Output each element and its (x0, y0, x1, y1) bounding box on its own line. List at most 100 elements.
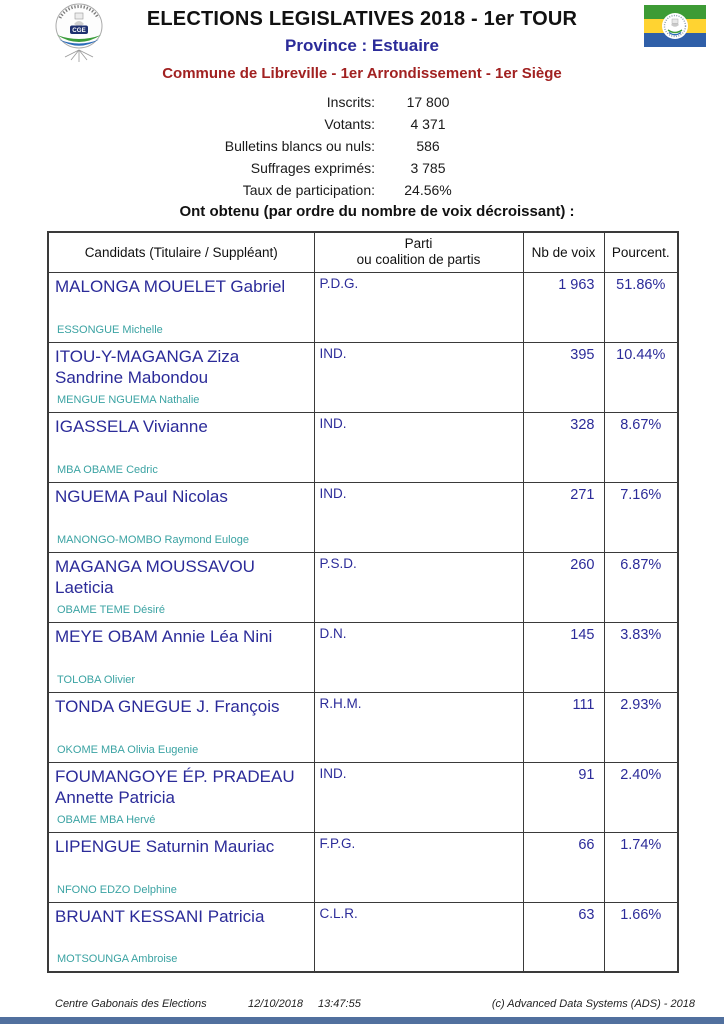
suppleant-name: MOTSOUNGA Ambroise (57, 953, 178, 965)
cge-monogram-text: CGE (72, 27, 85, 34)
party-cell: IND. (313, 341, 524, 413)
footer-date: 12/10/2018 (248, 998, 304, 1010)
votes-cell: 395 (522, 341, 605, 413)
percent-cell: 3.83% (603, 621, 679, 693)
candidate-cell: FOUMANGOYE ÉP. PRADEAU Annette Patricia … (47, 761, 315, 833)
page-title: ELECTIONS LEGISLATIVES 2018 - 1er TOUR (146, 8, 578, 30)
suppleant-name: OKOME MBA Olivia Eugenie (57, 743, 199, 756)
percent-cell: 6.87% (603, 551, 679, 623)
col-header-party-line1: Parti (404, 236, 433, 252)
results-table: Candidats (Titulaire / Suppléant) Parti … (47, 231, 679, 973)
titulaire-name: BRUANT KESSANI Patricia (55, 906, 265, 926)
percent-cell: 10.44% (603, 341, 679, 413)
suppleant-name: OBAME MBA Hervé (57, 813, 156, 826)
col-header-party-line2: ou coalition de partis (356, 252, 481, 268)
footer-organization: Centre Gabonais des Elections (55, 998, 207, 1010)
votes-cell: 91 (522, 761, 605, 833)
stat-row-participation: Taux de participation: 24.56% (45, 179, 481, 201)
col-header-votes: Nb de voix (522, 231, 605, 273)
stat-label: Suffrages exprimés: (250, 160, 375, 176)
candidate-cell: TONDA GNEGUE J. François OKOME MBA Olivi… (47, 691, 315, 763)
party-cell: C.L.R. (313, 901, 524, 973)
table-row: ITOU-Y-MAGANGA Ziza Sandrine Mabondou ME… (47, 341, 679, 413)
titulaire-name: FOUMANGOYE ÉP. PRADEAU Annette Patricia (55, 766, 295, 807)
party-cell: IND. (313, 761, 524, 833)
participation-stats: Inscrits: 17 800 Votants: 4 371 Bulletin… (45, 91, 481, 201)
col-header-party: Parti ou coalition de partis (313, 231, 524, 273)
votes-cell: 63 (522, 901, 605, 973)
candidate-cell: NGUEMA Paul Nicolas MANONGO-MOMBO Raymon… (47, 481, 315, 553)
table-header-row: Candidats (Titulaire / Suppléant) Parti … (47, 231, 679, 273)
percent-cell: 1.74% (603, 831, 679, 903)
percent-cell: 2.93% (603, 691, 679, 763)
candidate-cell: MAGANGA MOUSSAVOU Laeticia OBAME TEME Dé… (47, 551, 315, 623)
titulaire-name: NGUEMA Paul Nicolas (55, 486, 228, 506)
party-cell: IND. (313, 411, 524, 483)
votes-cell: 111 (522, 691, 605, 763)
votes-cell: 260 (522, 551, 605, 623)
table-row: FOUMANGOYE ÉP. PRADEAU Annette Patricia … (47, 761, 679, 833)
titulaire-name: IGASSELA Vivianne (55, 416, 208, 436)
cge-logo-svg: CGE (55, 3, 103, 62)
titulaire-name: ITOU-Y-MAGANGA Ziza Sandrine Mabondou (55, 346, 240, 387)
title-block: ELECTIONS LEGISLATIVES 2018 - 1er TOUR P… (0, 0, 724, 82)
col-header-percent: Pourcent. (603, 231, 679, 273)
votes-cell: 66 (522, 831, 605, 903)
stat-value: 17 800 (406, 94, 450, 110)
table-row: LIPENGUE Saturnin Mauriac NFONO EDZO Del… (47, 831, 679, 903)
province-subtitle: Province : Estuaire (284, 36, 439, 55)
votes-cell: 145 (522, 621, 605, 693)
suppleant-name: NFONO EDZO Delphine (57, 883, 177, 896)
candidate-cell: ITOU-Y-MAGANGA Ziza Sandrine Mabondou ME… (47, 341, 315, 413)
votes-cell: 1 963 (522, 271, 605, 343)
candidate-cell: MALONGA MOUELET Gabriel ESSONGUE Michell… (47, 271, 315, 343)
table-row: MEYE OBAM Annie Léa Nini TOLOBA Olivier … (47, 621, 679, 693)
stat-value: 4 371 (410, 116, 446, 132)
col-header-candidates: Candidats (Titulaire / Suppléant) (47, 231, 315, 273)
footer: Centre Gabonais des Elections 12/10/2018… (0, 998, 724, 1014)
suppleant-name: TOLOBA Olivier (57, 673, 136, 686)
commune-subtitle: Commune de Libreville - 1er Arrondisseme… (162, 65, 562, 82)
votes-cell: 328 (522, 411, 605, 483)
stat-label: Votants: (324, 116, 375, 132)
table-row: BRUANT KESSANI Patricia MOTSOUNGA Ambroi… (47, 901, 679, 973)
titulaire-name: MEYE OBAM Annie Léa Nini (55, 626, 273, 646)
bottom-edge-bar (0, 1017, 724, 1024)
suppleant-name: MANONGO-MOMBO Raymond Euloge (57, 533, 249, 546)
stat-value: 586 (416, 138, 440, 154)
table-row: TONDA GNEGUE J. François OKOME MBA Olivi… (47, 691, 679, 763)
titulaire-name: TONDA GNEGUE J. François (55, 696, 280, 716)
gabon-flag-svg (644, 5, 706, 47)
party-cell: F.P.G. (313, 831, 524, 903)
suppleant-name: ESSONGUE Michelle (57, 323, 163, 336)
percent-cell: 51.86% (603, 271, 679, 343)
titulaire-name: LIPENGUE Saturnin Mauriac (55, 836, 275, 856)
stat-row-votants: Votants: 4 371 (45, 113, 481, 135)
results-heading: Ont obtenu (par ordre du nombre de voix … (179, 203, 575, 220)
party-cell: P.D.G. (313, 271, 524, 343)
gabon-flag-icon (644, 5, 706, 52)
stat-value: 3 785 (410, 160, 446, 176)
stat-row-blancs-nuls: Bulletins blancs ou nuls: 586 (45, 135, 481, 157)
percent-cell: 8.67% (603, 411, 679, 483)
percent-cell: 7.16% (603, 481, 679, 553)
stat-label: Bulletins blancs ou nuls: (224, 138, 375, 154)
party-cell: D.N. (313, 621, 524, 693)
percent-cell: 2.40% (603, 761, 679, 833)
footer-copyright: (c) Advanced Data Systems (ADS) - 2018 (491, 998, 695, 1010)
suppleant-name: MENGUE NGUEMA Nathalie (57, 393, 200, 406)
stat-row-inscrits: Inscrits: 17 800 (45, 91, 481, 113)
cge-logo-icon: CGE (50, 2, 108, 69)
percent-cell: 1.66% (603, 901, 679, 973)
party-cell: IND. (313, 481, 524, 553)
suppleant-name: MBA OBAME Cedric (57, 463, 158, 476)
candidate-cell: LIPENGUE Saturnin Mauriac NFONO EDZO Del… (47, 831, 315, 903)
stat-label: Inscrits: (326, 94, 375, 110)
table-row: MAGANGA MOUSSAVOU Laeticia OBAME TEME Dé… (47, 551, 679, 623)
candidate-cell: BRUANT KESSANI Patricia MOTSOUNGA Ambroi… (47, 901, 315, 973)
candidate-cell: MEYE OBAM Annie Léa Nini TOLOBA Olivier (47, 621, 315, 693)
suppleant-name: OBAME TEME Désiré (57, 603, 165, 616)
party-cell: R.H.M. (313, 691, 524, 763)
candidate-cell: IGASSELA Vivianne MBA OBAME Cedric (47, 411, 315, 483)
